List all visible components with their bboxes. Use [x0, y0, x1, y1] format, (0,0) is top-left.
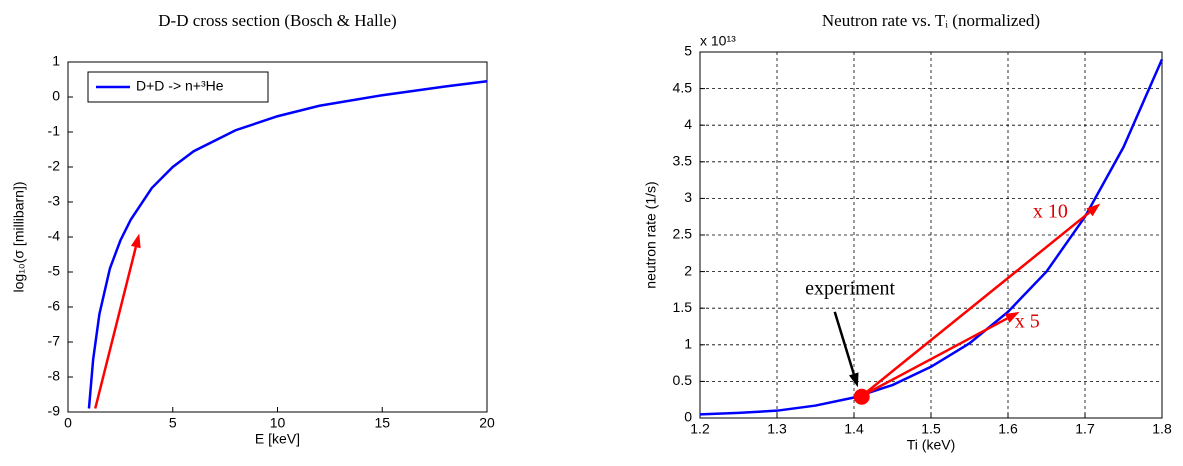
y-tick-label: -1: [48, 123, 61, 139]
y-tick-label: -6: [48, 298, 61, 314]
annotation: experiment: [805, 277, 895, 299]
y-tick-label: 3.5: [673, 153, 693, 169]
x-tick-label: 0: [64, 415, 72, 431]
arrow-head: [1086, 203, 1101, 217]
annotation-arrow: [861, 317, 1008, 398]
y-tick-label: 0.5: [673, 372, 693, 388]
data-point: [853, 388, 870, 405]
arrow-head: [848, 372, 859, 388]
y-tick-label: 5: [684, 43, 692, 59]
x-tick-label: 1.6: [998, 421, 1018, 437]
y-tick-label: 1: [684, 336, 692, 352]
arrow-head: [1004, 311, 1020, 323]
x-tick-label: 1.3: [767, 421, 787, 437]
chart-title: Neutron rate vs. Tᵢ (normalized): [822, 11, 1040, 30]
y-tick-label: -8: [48, 368, 61, 384]
arrow-head: [130, 233, 141, 249]
x-tick-label: 1.7: [1075, 421, 1095, 437]
x-tick-label: 10: [270, 415, 286, 431]
y-tick-label: -2: [48, 158, 61, 174]
y-tick-label: -3: [48, 193, 61, 209]
plot-frame: [67, 61, 488, 413]
series-line: [87, 80, 488, 409]
y-tick-label: 4: [684, 116, 692, 132]
y-tick-label: 1: [52, 53, 60, 69]
annotation: x 5: [1015, 310, 1040, 332]
y-multiplier: x 10¹³: [700, 33, 736, 49]
y-tick-label: -4: [48, 228, 61, 244]
y-tick-label: 3: [684, 189, 692, 205]
legend-label: D+D -> n+³He: [136, 78, 224, 94]
y-tick-label: 4.5: [673, 79, 693, 95]
y-tick-label: 0: [52, 88, 60, 104]
x-tick-label: 1.5: [921, 421, 941, 437]
y-tick-label: 0: [684, 409, 692, 425]
y-axis-label: log₁₀(σ [millibarn]): [11, 182, 27, 293]
chart-title: D-D cross section (Bosch & Halle): [158, 11, 396, 30]
y-tick-label: 2.5: [673, 226, 693, 242]
x-axis-label: Ti (keV): [907, 437, 955, 453]
x-tick-label: 1.8: [1152, 421, 1172, 437]
y-tick-label: 1.5: [673, 299, 693, 315]
annotation: x 10: [1033, 201, 1068, 223]
y-tick-label: -7: [48, 333, 61, 349]
x-tick-label: 1.2: [690, 421, 710, 437]
x-tick-label: 15: [374, 415, 390, 431]
y-tick-label: -5: [48, 263, 61, 279]
y-tick-label: -9: [48, 403, 61, 419]
y-axis-label: neutron rate (1/s): [643, 181, 659, 288]
x-tick-label: 5: [169, 415, 177, 431]
x-tick-label: 20: [479, 415, 495, 431]
annotation-arrow: [94, 246, 138, 409]
y-tick-label: 2: [684, 262, 692, 278]
x-tick-label: 1.4: [844, 421, 864, 437]
annotation-arrow: [833, 311, 855, 375]
annotation-arrow: [860, 211, 1091, 398]
x-axis-label: E [keV]: [255, 431, 300, 447]
plot-frame: [699, 51, 1163, 419]
